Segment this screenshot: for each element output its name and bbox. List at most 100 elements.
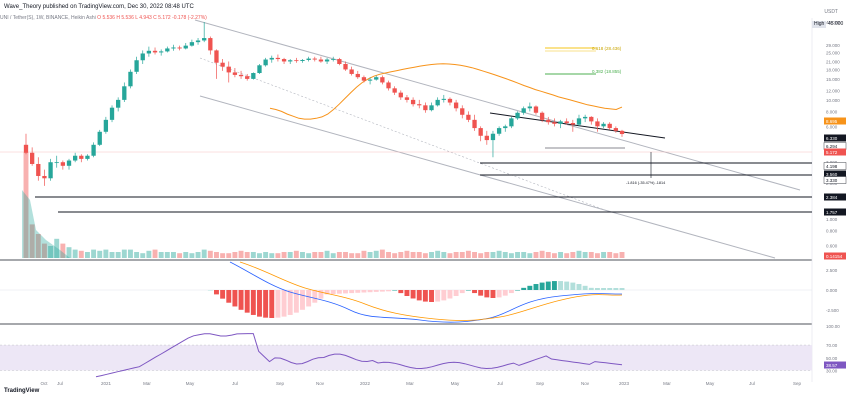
measure-label: -1.816 (-35.47%) -1814	[626, 181, 665, 185]
candle-body	[349, 69, 354, 74]
macd-histogram-bar	[484, 290, 490, 298]
candle-body	[103, 119, 109, 132]
macd-histogram-bar	[220, 290, 226, 299]
x-tick-label: 2021	[101, 381, 112, 386]
macd-histogram-bar	[453, 290, 459, 296]
candle-body	[60, 162, 66, 166]
macd-histogram-bar	[472, 290, 477, 294]
volume-bar	[103, 249, 109, 258]
open-value: O 5.536	[97, 15, 115, 21]
candle-body	[472, 119, 477, 129]
level-tag-3560: 3.560	[826, 172, 838, 177]
volume-bar	[336, 252, 342, 258]
level-tag-6330: 6.330	[826, 136, 838, 141]
ema-price-tag: 8.695	[826, 119, 838, 124]
volume-bar	[318, 252, 324, 258]
macd-histogram-bar	[250, 290, 256, 315]
volume-bar	[164, 252, 170, 258]
level-tag-1757-bg	[824, 208, 846, 216]
macd-histogram-bar	[508, 290, 514, 294]
macd-histogram-bar	[416, 290, 422, 301]
level-tag-4198: 4.198	[826, 164, 838, 169]
macd-histogram-bar	[257, 290, 262, 317]
macd-histogram-bar	[527, 285, 533, 290]
volume-bar	[398, 252, 404, 258]
candle-body	[195, 40, 201, 43]
candle-body	[410, 99, 416, 105]
candle-body	[23, 144, 29, 153]
macd-histogram-bar	[601, 288, 607, 290]
volume-bar	[490, 252, 496, 258]
volume-bar	[607, 252, 613, 258]
volume-bar	[257, 253, 262, 258]
x-tick-label: Jul	[232, 381, 238, 386]
y-tick-label: 15.000	[826, 77, 840, 82]
volume-bar	[404, 250, 410, 258]
fib-382-label: 0.382 (18.855)	[592, 69, 622, 74]
macd-histogram-bar	[244, 290, 250, 313]
level-tag-3560-bg	[824, 170, 846, 178]
high-label: High	[812, 21, 827, 28]
candle-body	[79, 155, 84, 159]
level-tag-3330-bg	[823, 176, 847, 184]
macd-histogram-bar	[281, 290, 287, 317]
rsi-y-tick: 50.00	[826, 356, 838, 361]
volume-bar	[355, 253, 361, 258]
volume-bar	[29, 224, 35, 258]
macd-histogram-bar	[336, 290, 342, 294]
volume-bar	[84, 252, 90, 258]
macd-histogram-bar	[330, 290, 336, 294]
ema-line	[269, 63, 623, 120]
candle-body	[275, 57, 281, 60]
x-tick-label: Jul	[749, 381, 755, 386]
volume-bar	[570, 252, 576, 258]
x-tick-label: May	[706, 381, 715, 386]
y-tick-label: 0.800	[826, 229, 838, 234]
volume-bar	[263, 252, 269, 258]
candle-body	[183, 45, 188, 49]
volume-bar	[60, 243, 66, 258]
volume-bar	[177, 253, 183, 258]
volume-area	[22, 190, 70, 258]
macd-histogram-bar	[539, 282, 545, 290]
candle-body	[312, 58, 317, 60]
macd-histogram-bar	[367, 290, 373, 293]
volume-bar	[429, 252, 434, 258]
candle-body	[294, 60, 299, 62]
candle-body	[220, 62, 225, 67]
volume-bar	[54, 238, 60, 258]
macd-histogram-bar	[324, 290, 330, 295]
macd-histogram-bar	[545, 281, 551, 290]
macd-histogram-bar	[558, 281, 564, 290]
volume-bar	[533, 252, 539, 258]
candle-body	[546, 119, 551, 123]
volume-bar	[459, 252, 465, 258]
candle-body	[613, 128, 619, 131]
macd-histogram-bar	[515, 290, 521, 291]
volume-bar	[551, 253, 557, 258]
brand-text: TradingView	[4, 388, 40, 394]
candle-body	[36, 163, 41, 176]
candle-body	[73, 155, 78, 161]
candle-body	[576, 118, 582, 125]
macd-histogram-bar	[570, 282, 576, 290]
candle-body	[484, 135, 489, 141]
y-tick-label: 0.600	[826, 244, 838, 249]
volume-bar	[23, 152, 29, 258]
x-tick-label: Sep	[536, 381, 545, 386]
macd-histogram-bar	[613, 288, 619, 290]
macd-histogram-bar	[214, 290, 219, 295]
level-tag-2384: 2.384	[826, 195, 838, 200]
candle-body	[331, 59, 336, 60]
x-tick-label: May	[451, 381, 460, 386]
level-tag-4198-bg	[823, 162, 847, 170]
candle-body	[122, 86, 127, 100]
volume-bar	[349, 253, 355, 258]
candle-body	[601, 123, 606, 127]
volume-bar	[189, 253, 195, 258]
y-tick-label: 8.000	[826, 109, 838, 114]
volume-bar	[78, 250, 84, 258]
candle-body	[337, 59, 342, 64]
macd-histogram-bar	[361, 290, 367, 293]
